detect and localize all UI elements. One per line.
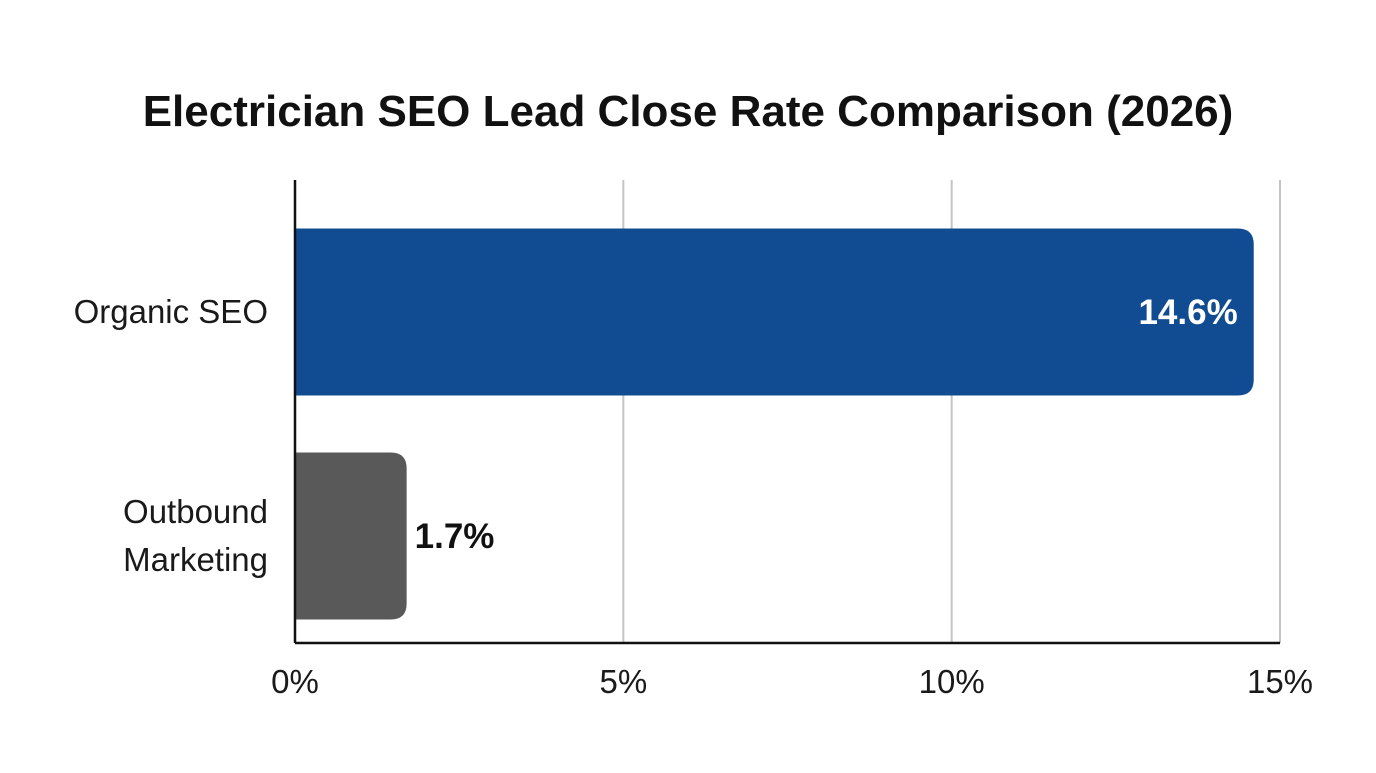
value-labels: 14.6% 1.7% <box>415 293 1238 556</box>
category-label-line: Outbound <box>123 493 268 530</box>
bar <box>295 452 407 620</box>
x-tick-label: 0% <box>271 663 319 700</box>
category-labels: Organic SEO Outbound Marketing <box>74 293 268 578</box>
category-label-line: Marketing <box>123 541 268 578</box>
chart-title: Electrician SEO Lead Close Rate Comparis… <box>143 87 1234 136</box>
x-tick-label: 10% <box>919 663 985 700</box>
category-label-line: Organic SEO <box>74 293 268 330</box>
bars <box>295 228 1254 620</box>
x-tick-label: 5% <box>599 663 647 700</box>
x-tick-labels: 0% 5% 10% 15% <box>271 663 1313 700</box>
value-label: 14.6% <box>1138 293 1237 332</box>
category-label: Organic SEO <box>74 293 268 330</box>
axes <box>293 180 1280 645</box>
x-tick-label: 15% <box>1247 663 1313 700</box>
bar <box>295 228 1254 396</box>
value-label: 1.7% <box>415 517 495 556</box>
category-label: Outbound Marketing <box>123 493 268 578</box>
